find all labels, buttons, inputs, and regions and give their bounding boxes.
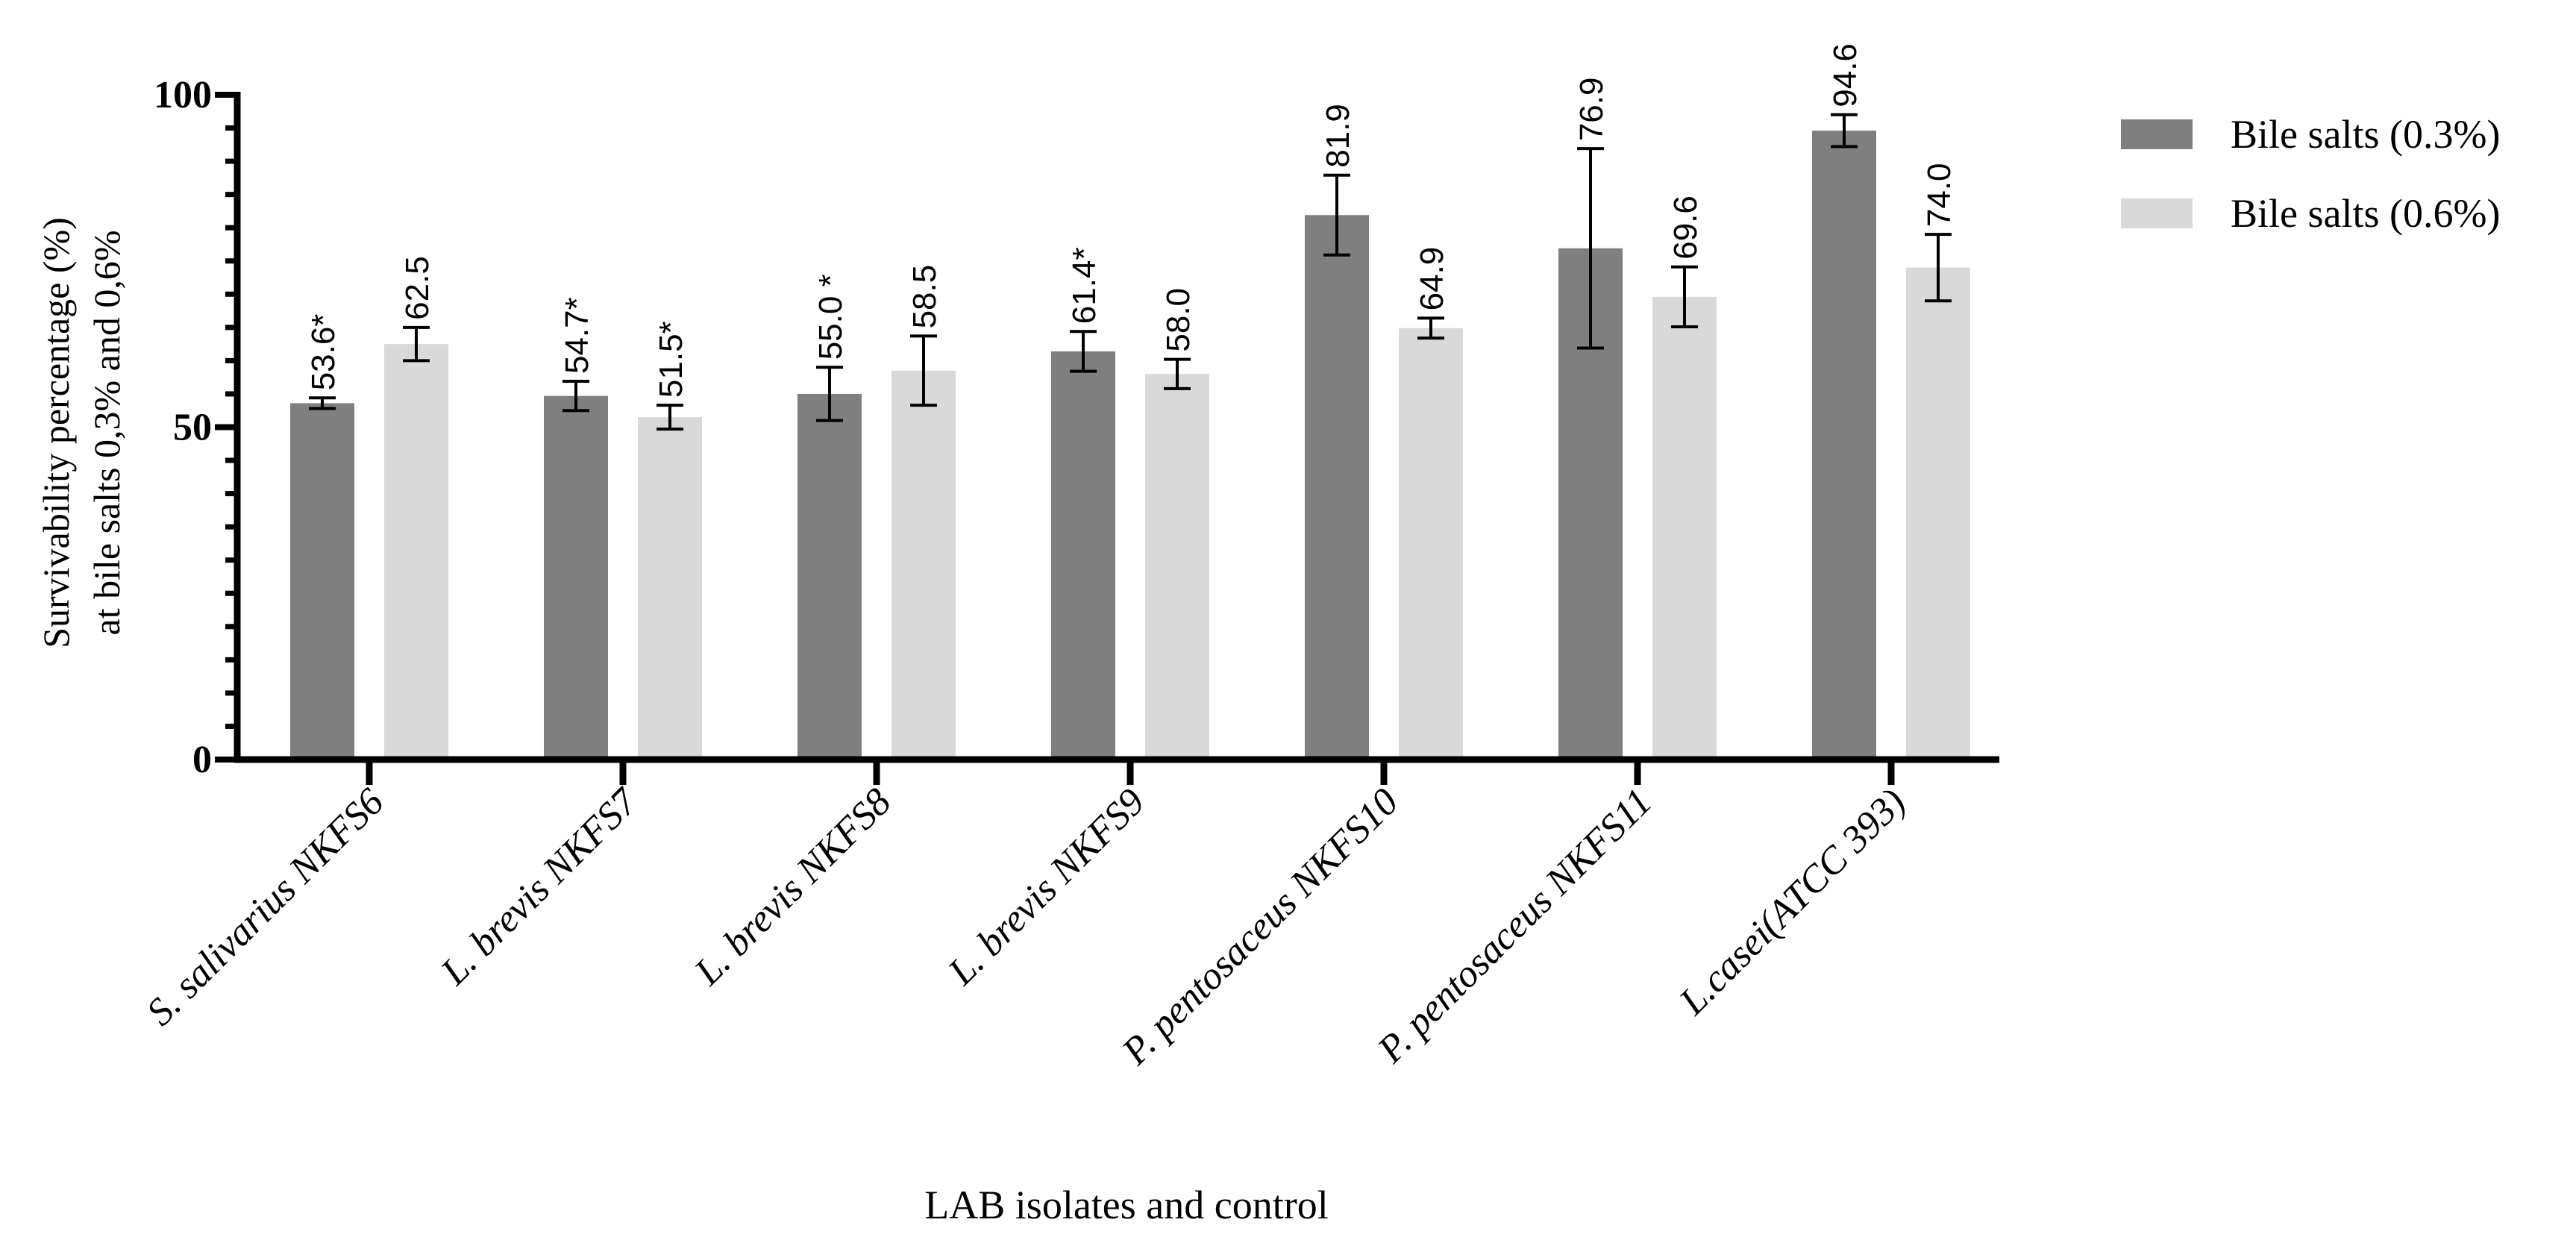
data-label-1-2: 54.7* [559,297,595,374]
data-label-2-3: 58.5 [906,265,943,329]
data-label-1-1: 53.6* [305,314,342,391]
legend-label-2: Bile salts (0.6%) [2231,191,2500,236]
x-axis-title: LAB isolates and control [924,1183,1328,1227]
data-label-2-6: 69.6 [1667,195,1704,260]
data-label-1-6: 76.9 [1573,78,1610,142]
legend-swatch-2 [2121,198,2193,228]
data-label-1-3: 55.0 * [812,274,849,360]
bar-1-5 [1305,215,1369,760]
data-label-2-4: 58.0 [1160,288,1197,352]
x-tick-label-2: L. brevis NKFS7 [433,780,647,994]
data-label-1-5: 81.9 [1320,104,1356,168]
data-label-2-7: 74.0 [1921,163,1958,227]
bar-2-6 [1652,296,1717,760]
bar-2-7 [1906,267,1970,760]
bar-2-4 [1145,374,1209,760]
y-tick-label-1: 0 [192,739,212,781]
y-axis: 0 50 100 [154,74,241,781]
x-tick-label-6: P. pentosaceus NKFS11 [1370,780,1661,1071]
y-axis-title-line2: at bile salts 0,3% and 0,6% [86,231,128,636]
plot-area: 53.6* 62.5 54.7* 51.5* 55.0 * 58.5 61.4* 58.0 81… [290,43,1970,760]
data-label-2-1: 62.5 [399,256,436,320]
x-tick-label-5: P. pentosaceus NKFS10 [1114,780,1407,1074]
data-label-2-5: 64.9 [1414,247,1450,311]
x-tick-label-1: S. salivarius NKFS6 [139,780,392,1034]
bar-2-3 [891,370,956,760]
data-label-2-2: 51.5* [653,321,689,398]
y-tick-label-3: 100 [154,74,212,116]
data-label-1-4: 61.4* [1066,247,1103,324]
y-axis-title-line1: Survivability percentage (%) [35,217,77,648]
y-tick-label-2: 50 [173,407,212,449]
legend-label-1: Bile salts (0.3%) [2231,112,2500,157]
bar-1-7 [1812,131,1876,760]
x-tick-label-4: L. brevis NKFS9 [940,780,1153,994]
bar-1-1 [290,403,354,760]
bar-2-2 [638,417,702,760]
legend-swatch-1 [2121,119,2193,149]
x-tick-label-7: L.casei(ATCC 393) [1671,780,1914,1024]
bar-2-5 [1399,328,1463,760]
data-label-1-7: 94.6 [1827,43,1864,107]
bar-1-2 [544,395,608,760]
x-tick-label-3: L. brevis NKFS8 [686,780,900,994]
bar-1-4 [1051,351,1115,760]
bar-2-1 [384,344,448,760]
x-axis: S. salivarius NKFS6 L. brevis NKFS7 L. bre… [139,756,1999,1074]
legend: Bile salts (0.3%) Bile salts (0.6%) [2121,112,2500,236]
bar-1-3 [797,393,862,760]
